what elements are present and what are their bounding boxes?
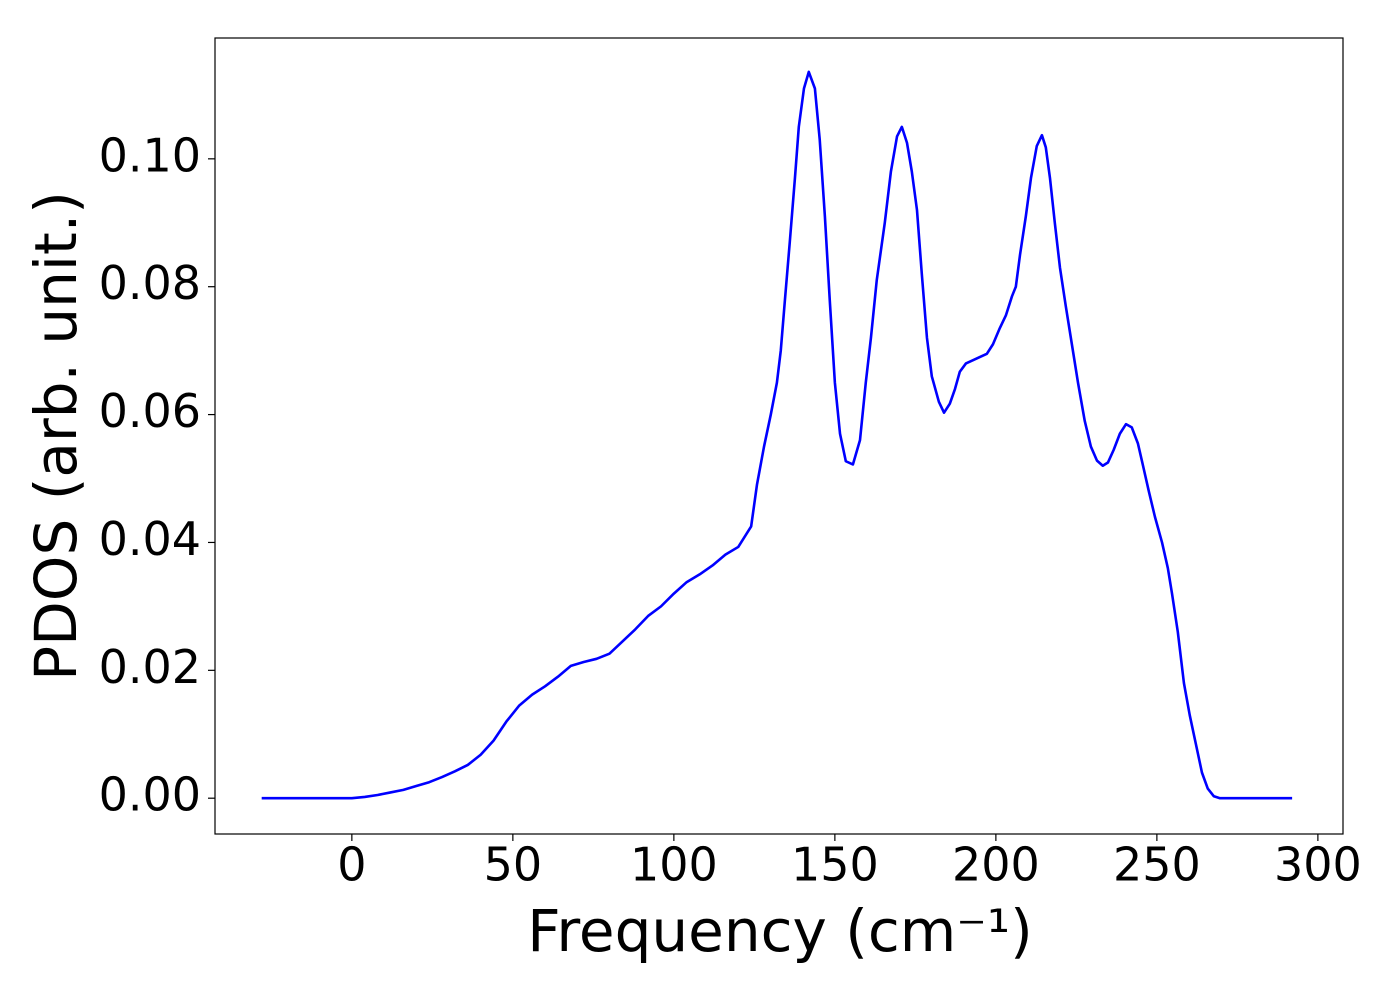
y-tick-label: 0.04 xyxy=(99,512,201,566)
data-line xyxy=(261,70,1293,800)
x-tick-label: 200 xyxy=(952,838,1040,892)
x-tick-label: 0 xyxy=(337,838,366,892)
x-tick-label: 250 xyxy=(1113,838,1201,892)
y-tick-label: 0.02 xyxy=(99,640,201,694)
y-tick-label: 0.06 xyxy=(99,384,201,438)
x-tick-label: 300 xyxy=(1274,838,1362,892)
y-axis-label: PDOS (arb. unit.) xyxy=(22,191,90,681)
y-tick-label: 0.10 xyxy=(99,128,201,182)
x-tick-label: 100 xyxy=(630,838,718,892)
y-tick-label: 0.00 xyxy=(99,768,201,822)
y-tick-label: 0.08 xyxy=(99,256,201,310)
x-tick-label: 150 xyxy=(791,838,879,892)
x-axis-label: Frequency (cm⁻¹) xyxy=(527,897,1033,965)
x-tick-label: 50 xyxy=(484,838,543,892)
plot-frame xyxy=(214,37,1344,835)
